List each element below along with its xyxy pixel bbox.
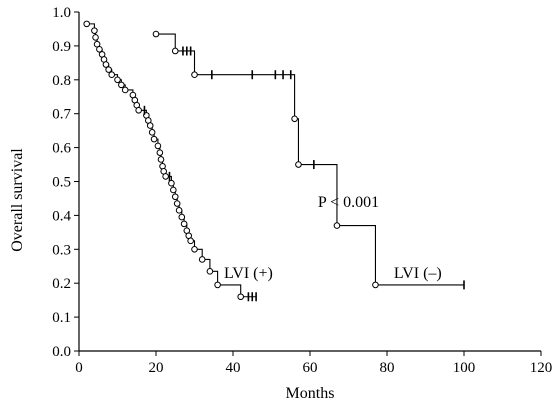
- event-marker: [121, 86, 129, 94]
- event-marker: [295, 161, 302, 168]
- y-tick-label: 0.6: [52, 141, 71, 157]
- y-axis-title: Overall survival: [9, 148, 26, 252]
- survival-curves: [83, 20, 465, 302]
- event-marker: [118, 81, 125, 89]
- y-tick-label: 0.1: [52, 310, 71, 326]
- event-marker: [91, 27, 98, 34]
- event-marker: [214, 281, 221, 289]
- event-marker: [156, 149, 164, 156]
- event-marker: [187, 237, 194, 245]
- event-marker: [291, 115, 298, 123]
- event-marker: [168, 179, 175, 187]
- y-tick-label: 0.9: [52, 39, 71, 55]
- x-tick-label: 60: [303, 360, 318, 376]
- event-marker: [333, 222, 341, 229]
- event-marker: [206, 268, 214, 275]
- event-marker: [173, 200, 181, 207]
- lvi-negative-label: LVI (–): [394, 265, 442, 282]
- series-lvi-negative: [152, 30, 465, 290]
- survival-step-line: [156, 33, 464, 286]
- event-marker: [162, 173, 169, 180]
- survival-step-line: [86, 23, 257, 298]
- event-marker: [372, 281, 379, 289]
- event-marker: [154, 142, 162, 150]
- event-marker: [105, 66, 112, 73]
- event-marker: [175, 207, 183, 214]
- x-tick-label: 20: [149, 360, 164, 376]
- event-marker: [114, 76, 121, 84]
- event-marker: [180, 220, 188, 228]
- y-tick-label: 0.2: [52, 276, 71, 292]
- y-tick-label: 0.5: [52, 175, 71, 191]
- event-marker: [178, 213, 186, 221]
- event-marker: [108, 71, 116, 79]
- y-tick-label: 0.4: [52, 208, 71, 224]
- event-marker: [237, 293, 244, 301]
- event-marker: [92, 34, 99, 41]
- event-marker: [148, 129, 156, 136]
- event-marker: [171, 193, 179, 201]
- y-tick-label: 0.0: [52, 344, 71, 360]
- event-marker: [146, 122, 154, 129]
- event-marker: [152, 30, 160, 38]
- x-axis-title: Months: [286, 385, 335, 402]
- x-tick-label: 100: [453, 360, 476, 376]
- x-tick-label: 40: [226, 360, 241, 376]
- event-marker: [171, 47, 179, 55]
- y-tick-label: 0.8: [52, 73, 71, 89]
- series-lvi-positive: [83, 20, 257, 302]
- y-tick-label: 1.0: [52, 5, 71, 21]
- event-marker: [170, 186, 177, 194]
- annotations: P < 0.001 LVI (+) LVI (–): [224, 194, 442, 282]
- y-tick-label: 0.7: [52, 107, 71, 123]
- event-marker: [83, 20, 90, 28]
- event-marker: [150, 135, 158, 143]
- y-tick-label: 0.3: [52, 242, 71, 258]
- event-marker: [198, 256, 206, 263]
- event-marker: [102, 61, 110, 68]
- lvi-positive-label: LVI (+): [224, 265, 273, 282]
- event-marker: [157, 156, 165, 163]
- event-marker: [191, 71, 198, 79]
- axes: 0 20 40 60 80 100 120 0.0 0.1 0.2 0.3 0.4 0.5 0.6 0.7 0…: [52, 5, 552, 376]
- x-tick-label: 0: [75, 360, 83, 376]
- p-value-annotation: P < 0.001: [318, 194, 379, 211]
- event-marker: [191, 246, 198, 253]
- x-tick-label: 120: [530, 360, 553, 376]
- x-tick-label: 80: [380, 360, 395, 376]
- event-marker: [135, 107, 142, 114]
- event-marker: [96, 45, 103, 53]
